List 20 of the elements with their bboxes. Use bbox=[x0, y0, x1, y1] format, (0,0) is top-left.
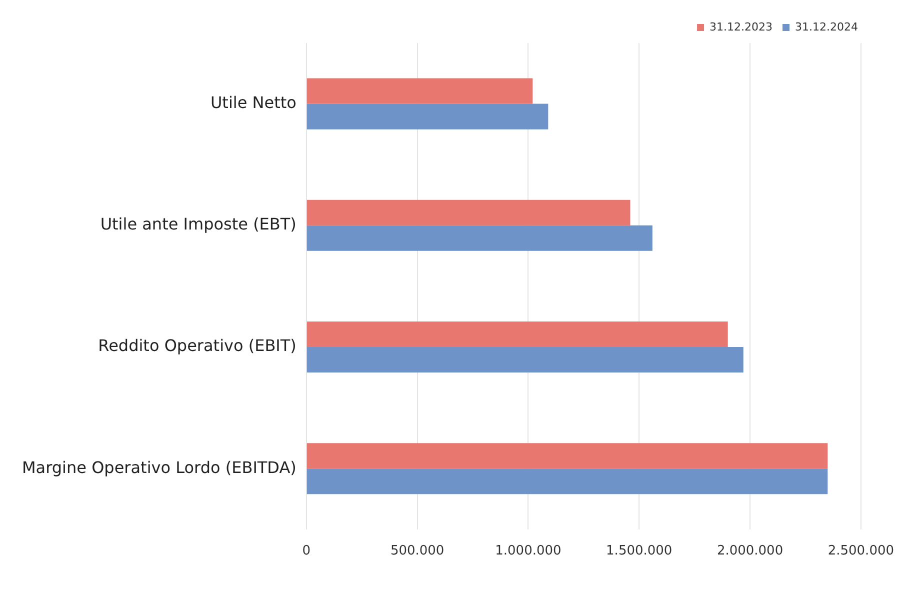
legend-label: 31.12.2024 bbox=[795, 20, 858, 34]
x-tick-label: 500.000 bbox=[390, 544, 444, 559]
bar bbox=[306, 225, 652, 251]
x-tick-label: 2.500.000 bbox=[828, 544, 894, 559]
y-tick-label: Margine Operativo Lordo (EBITDA) bbox=[22, 458, 296, 477]
bar bbox=[306, 468, 828, 494]
x-tick-label: 2.000.000 bbox=[716, 544, 784, 559]
bar bbox=[306, 443, 828, 469]
bar bbox=[306, 321, 728, 347]
y-tick-label: Reddito Operativo (EBIT) bbox=[98, 336, 296, 356]
y-tick-label: Utile Netto bbox=[210, 92, 296, 112]
x-tick-label: 1.000.000 bbox=[495, 544, 562, 559]
y-tick-label: Utile ante Imposte (EBT) bbox=[100, 214, 296, 234]
x-tick-label: 0 bbox=[302, 544, 311, 559]
legend-label: 31.12.2023 bbox=[710, 20, 773, 34]
x-tick-label: 1.500.000 bbox=[606, 544, 672, 559]
bar bbox=[306, 104, 548, 130]
bar bbox=[306, 78, 533, 104]
bar bbox=[306, 200, 630, 226]
bar bbox=[306, 347, 744, 373]
